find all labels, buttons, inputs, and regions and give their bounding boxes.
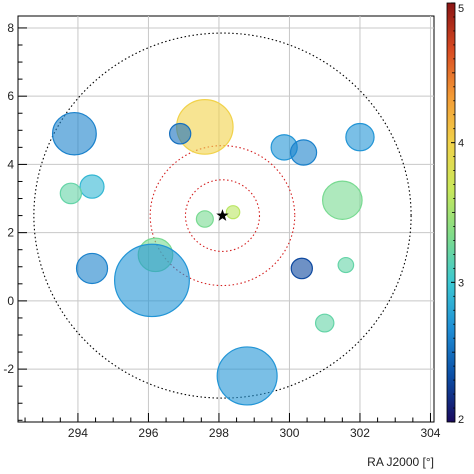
x-tick-label: 294 xyxy=(68,426,88,440)
x-tick-label: 302 xyxy=(350,426,370,440)
field-rings xyxy=(33,32,412,399)
data-point xyxy=(337,256,355,274)
ring xyxy=(149,145,296,287)
data-point xyxy=(321,180,363,220)
colorbar: 2 3 4 5 xyxy=(446,2,464,426)
data-point xyxy=(314,313,335,333)
data-point xyxy=(75,252,109,285)
data-point xyxy=(216,346,278,406)
x-axis-label: RA J2000 [°] xyxy=(367,455,434,469)
x-tick-label: 300 xyxy=(279,426,299,440)
data-points xyxy=(51,98,375,406)
x-tick-label: 304 xyxy=(420,426,440,440)
center-star-marker xyxy=(216,209,229,221)
plot-frame xyxy=(17,15,435,423)
y-tick-label: 2 xyxy=(7,226,14,240)
x-tick-label: 296 xyxy=(138,426,158,440)
y-tick-label: 8 xyxy=(7,21,14,35)
colorbar-tick-label: 3 xyxy=(458,277,464,289)
colorbar-tick-label: 5 xyxy=(458,3,464,15)
data-point xyxy=(59,182,83,205)
data-point xyxy=(195,210,214,228)
ring xyxy=(184,179,261,252)
data-point xyxy=(168,122,192,145)
data-point xyxy=(345,122,375,152)
data-point xyxy=(113,243,190,318)
grid-lines xyxy=(18,16,434,422)
y-tick-label: -2 xyxy=(3,362,14,376)
y-tick-label: 4 xyxy=(7,157,14,171)
colorbar-tick-label: 2 xyxy=(458,414,464,426)
colorbar-tick-label: 4 xyxy=(458,138,464,150)
data-point xyxy=(51,111,97,156)
data-point xyxy=(290,257,313,280)
center-star-icon xyxy=(216,209,229,221)
axes: 294 296 298 300 302 304 -2 0 2 4 6 8 xyxy=(3,21,440,440)
y-tick-label: 0 xyxy=(7,294,14,308)
data-point xyxy=(79,174,105,199)
x-tick-label: 298 xyxy=(209,426,229,440)
y-tick-label: 6 xyxy=(7,89,14,103)
data-point xyxy=(225,205,241,220)
data-point xyxy=(289,139,318,166)
